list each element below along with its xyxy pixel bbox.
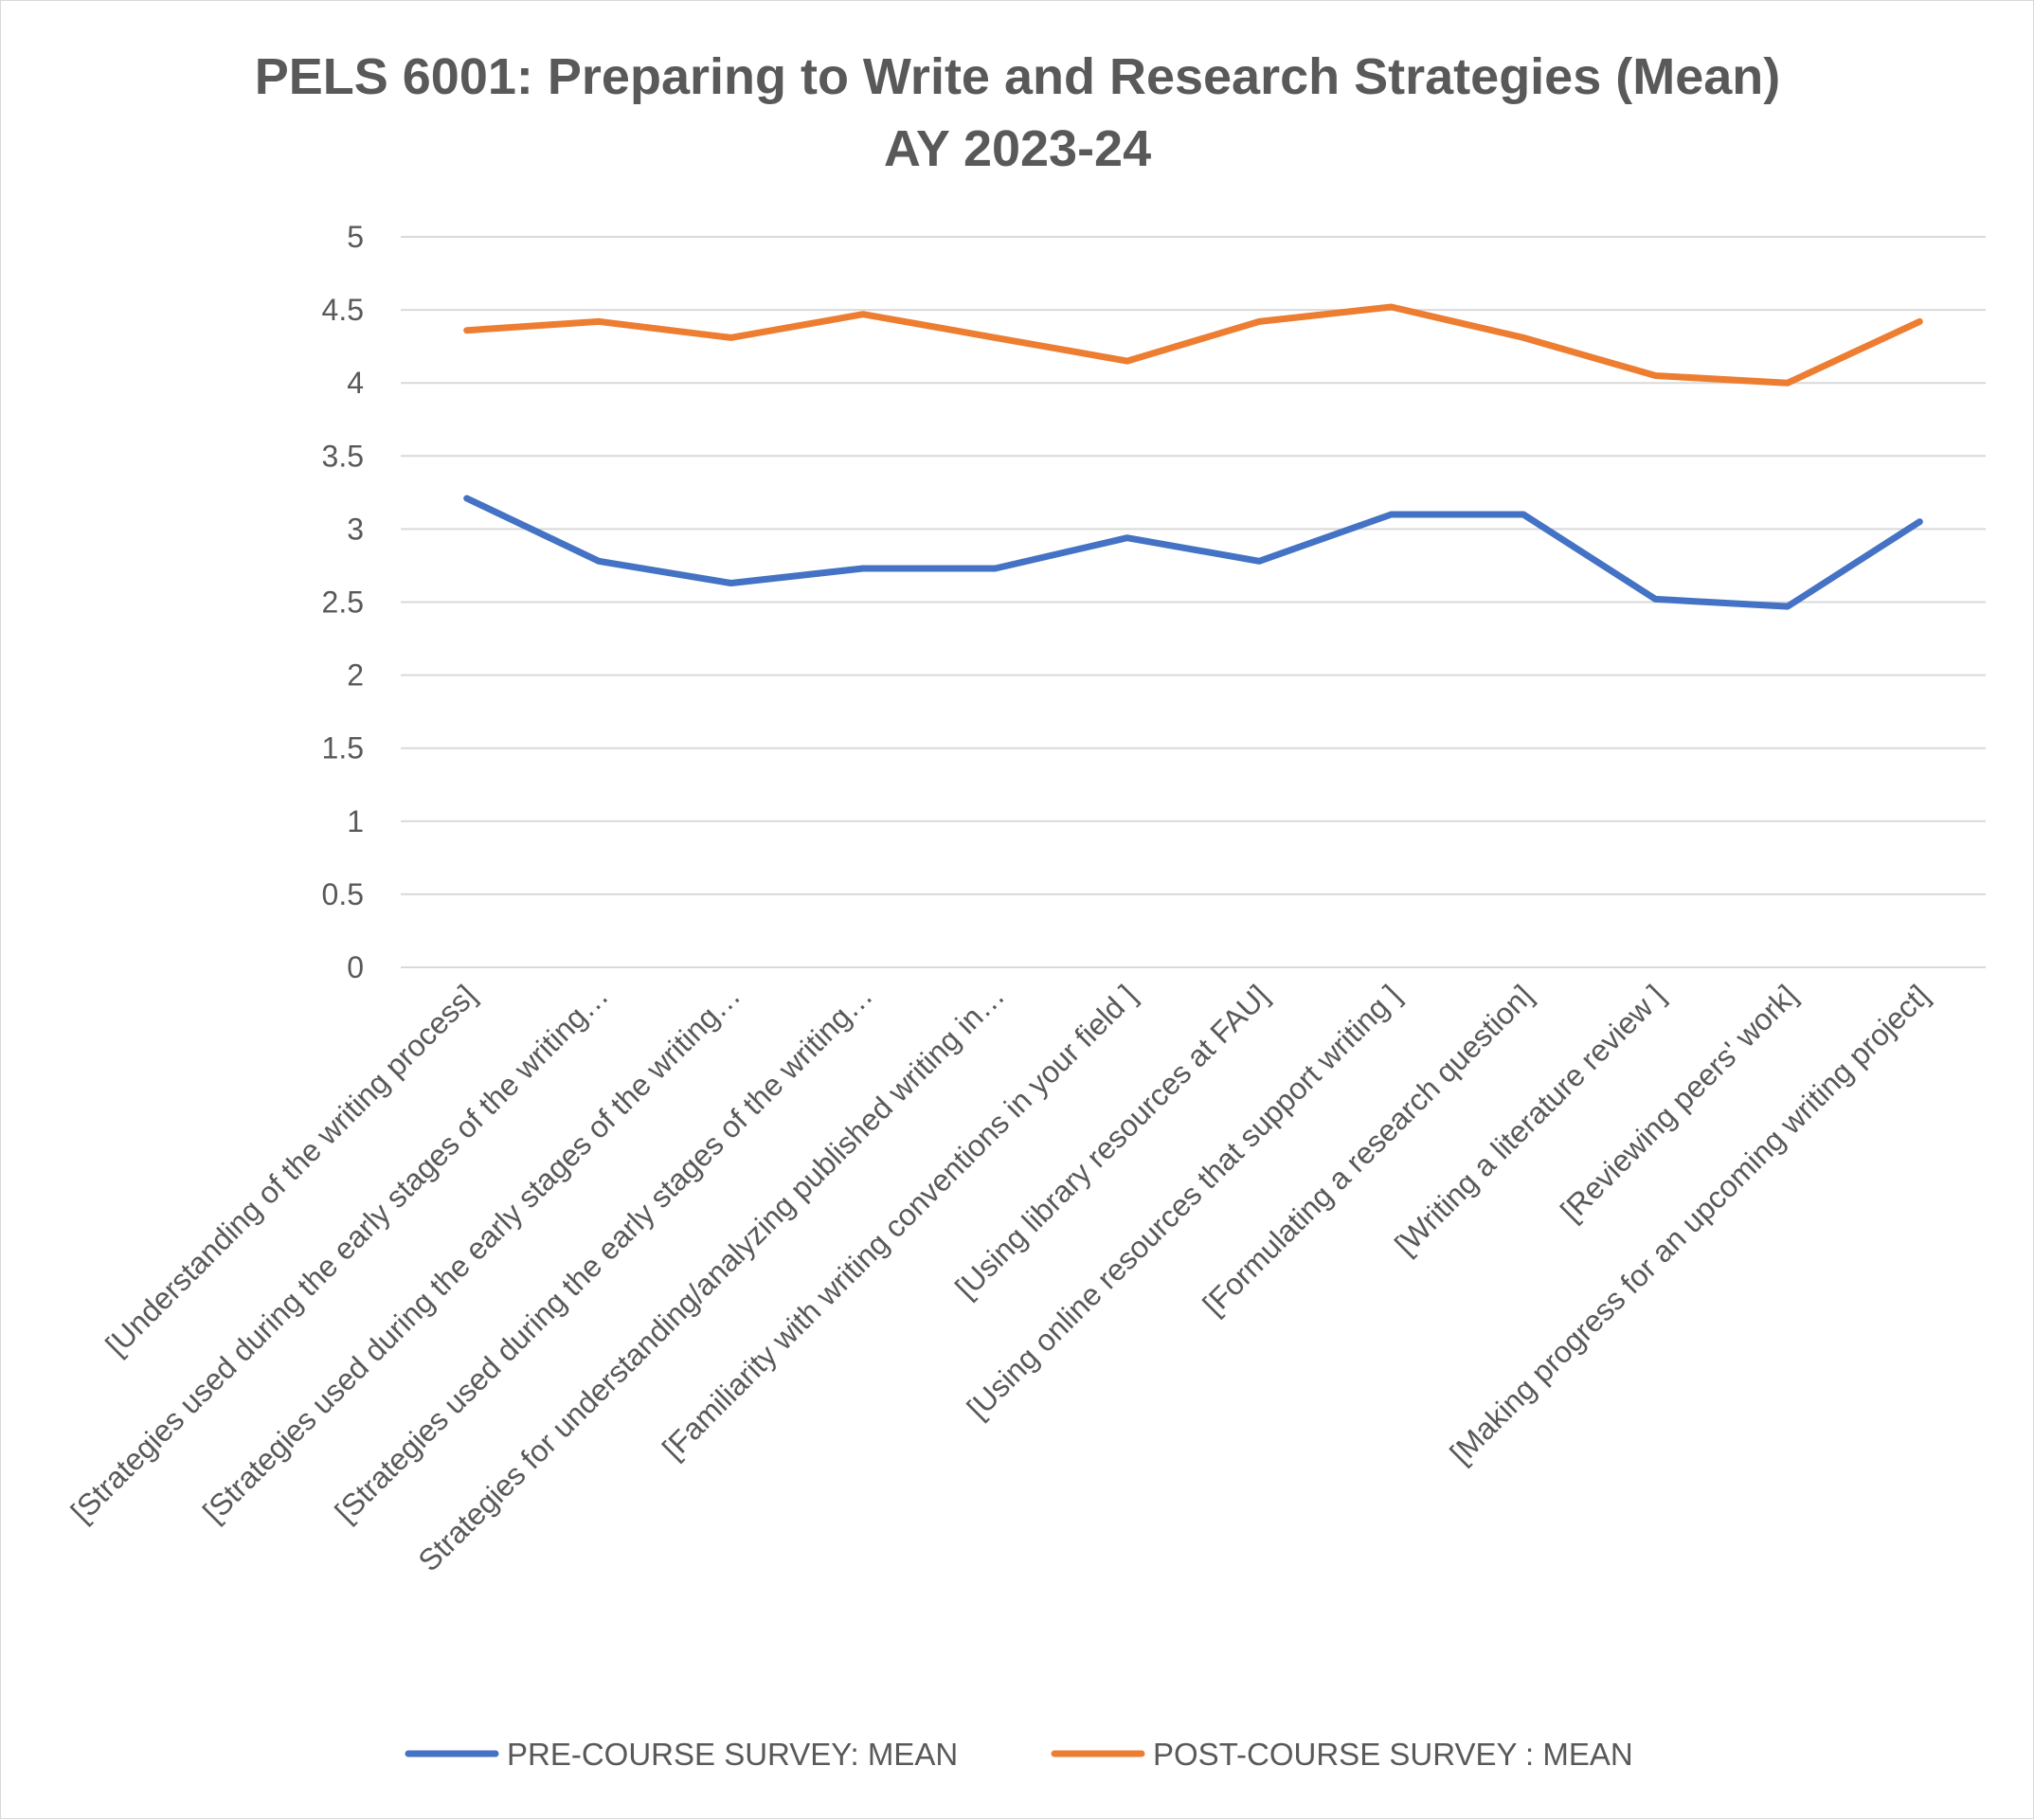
y-tick-label: 2.5 <box>322 586 364 620</box>
legend-label: POST-COURSE SURVEY : MEAN <box>1153 1737 1633 1772</box>
y-axis-tick-labels: 0 0.5 1 1.5 2 2.5 3 3.5 4 4.5 5 <box>322 220 364 984</box>
y-tick-label: 5 <box>347 220 364 254</box>
y-tick-label: 4 <box>347 366 364 400</box>
x-axis-category-labels: [Understanding of the writing process][S… <box>64 978 1936 1577</box>
x-category-label: [Making progress for an upcoming writing… <box>1444 978 1936 1470</box>
y-tick-label: 1 <box>347 804 364 838</box>
gridlines <box>401 236 1986 968</box>
y-tick-label: 0.5 <box>322 877 364 911</box>
y-tick-label: 4.5 <box>322 293 364 327</box>
y-tick-label: 3.5 <box>322 439 364 473</box>
series-lines <box>463 303 1923 610</box>
x-category-label: [Writing a literature review ] <box>1388 978 1671 1261</box>
legend: PRE-COURSE SURVEY: MEAN POST-COURSE SURVE… <box>405 1737 1633 1772</box>
y-tick-label: 0 <box>347 950 364 984</box>
x-category-label: [Familiarity with writing conventions in… <box>656 978 1143 1466</box>
series-line-post-course <box>463 303 1923 387</box>
y-tick-label: 2 <box>347 658 364 693</box>
y-tick-label: 1.5 <box>322 731 364 766</box>
legend-label: PRE-COURSE SURVEY: MEAN <box>507 1737 958 1772</box>
series-line-pre-course <box>463 495 1923 610</box>
y-tick-label: 3 <box>347 512 364 546</box>
chart-subtitle: AY 2023-24 <box>884 120 1151 177</box>
x-category-label: [Reviewing peers' work] <box>1554 978 1804 1228</box>
chart-title: PELS 6001: Preparing to Write and Resear… <box>255 48 1781 105</box>
